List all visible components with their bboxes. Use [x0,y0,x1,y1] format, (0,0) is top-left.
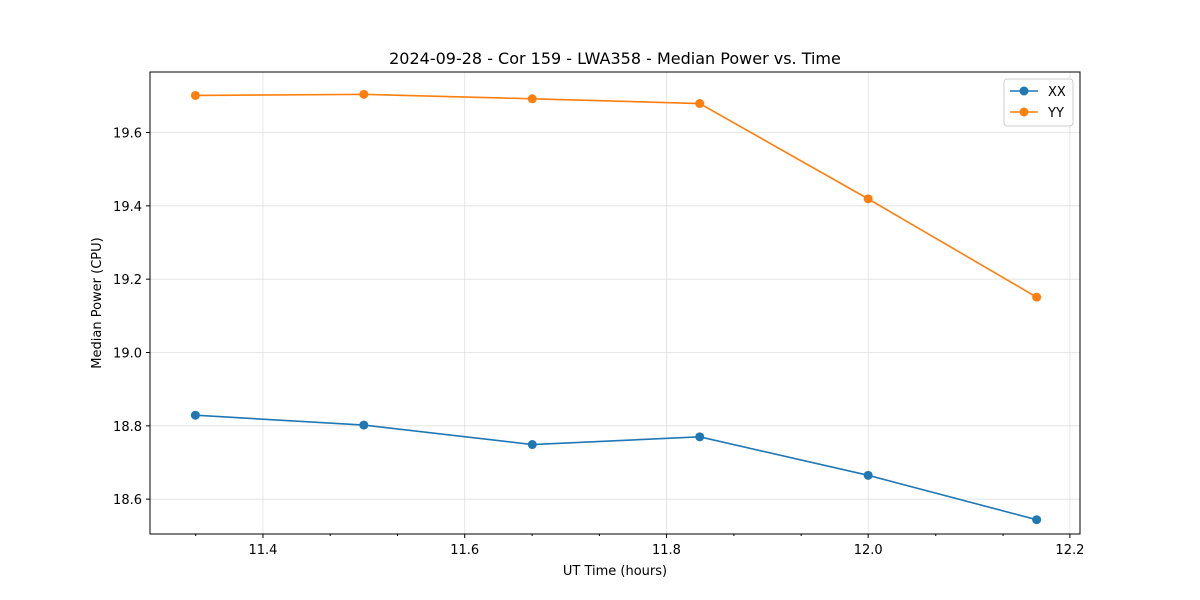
y-tick-label: 19.4 [113,200,142,215]
series-xx-point [695,432,705,442]
y-axis-label: Median Power (CPU) [90,237,105,368]
y-axis: 18.6 18.8 19.0 19.2 19.4 19.6 [113,127,150,508]
series-xx-point [1032,515,1042,525]
series-yy-point [1032,292,1042,302]
series-xx-point [359,420,369,430]
series-yy-point [695,99,705,109]
x-tick-label: 12.0 [854,543,883,558]
series-xx-point [527,440,537,450]
x-tick-label: 11.4 [248,543,277,558]
series-yy-point [863,194,873,204]
y-tick-label: 19.6 [113,127,142,142]
series-yy-point [359,89,369,99]
legend-xx-label: XX [1048,85,1066,100]
legend-yy-label: YY [1047,106,1064,121]
series-xx-line [195,414,1037,521]
legend-xx-marker [1019,86,1029,96]
y-tick-label: 18.6 [113,493,142,508]
x-axis-label: UT Time (hours) [563,564,667,579]
grid [150,72,1080,534]
x-tick-label: 11.8 [652,543,681,558]
x-axis: 11.4 11.6 11.8 12.0 12.2 [195,534,1084,558]
legend-yy-marker [1019,107,1029,117]
legend: XX YY [1003,78,1074,127]
x-tick-label: 12.2 [1055,543,1084,558]
series-xx-point [863,470,873,480]
series-yy-line [195,93,1038,298]
plot-area-frame [149,71,1081,535]
series-yy-point [190,90,200,100]
series-yy-point [527,94,537,104]
y-tick-label: 18.8 [113,420,142,435]
y-tick-label: 19.2 [113,273,142,288]
series-layer [190,89,1042,525]
x-tick-label: 11.6 [450,543,479,558]
chart-title: 2024-09-28 - Cor 159 - LWA358 - Median P… [389,49,841,68]
y-tick-label: 19.0 [113,347,142,362]
series-xx-point [190,410,200,420]
